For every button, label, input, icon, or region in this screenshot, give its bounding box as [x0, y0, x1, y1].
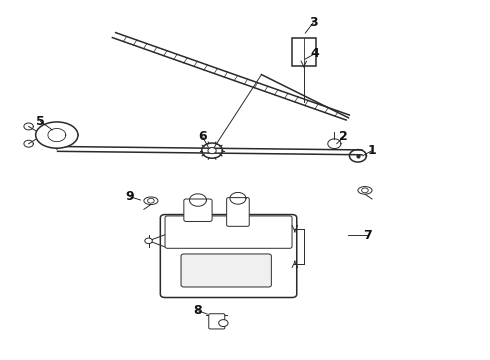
Text: 1: 1 [368, 144, 376, 157]
Ellipse shape [144, 197, 158, 204]
Circle shape [147, 198, 154, 203]
Circle shape [208, 148, 216, 154]
Circle shape [219, 320, 228, 327]
FancyBboxPatch shape [292, 38, 316, 66]
FancyBboxPatch shape [227, 198, 249, 226]
Text: 3: 3 [309, 16, 318, 29]
Text: 7: 7 [363, 229, 372, 242]
Text: 2: 2 [340, 130, 348, 143]
FancyBboxPatch shape [160, 215, 297, 297]
Text: 6: 6 [198, 130, 207, 143]
Ellipse shape [36, 122, 78, 148]
Circle shape [145, 238, 152, 244]
FancyBboxPatch shape [209, 314, 225, 329]
FancyBboxPatch shape [181, 254, 271, 287]
Text: 9: 9 [125, 190, 134, 203]
Text: 5: 5 [36, 115, 45, 128]
FancyBboxPatch shape [184, 199, 212, 221]
Text: 8: 8 [194, 304, 202, 317]
Circle shape [362, 188, 368, 193]
Text: 4: 4 [310, 48, 319, 60]
Ellipse shape [358, 186, 372, 194]
FancyBboxPatch shape [165, 216, 292, 248]
